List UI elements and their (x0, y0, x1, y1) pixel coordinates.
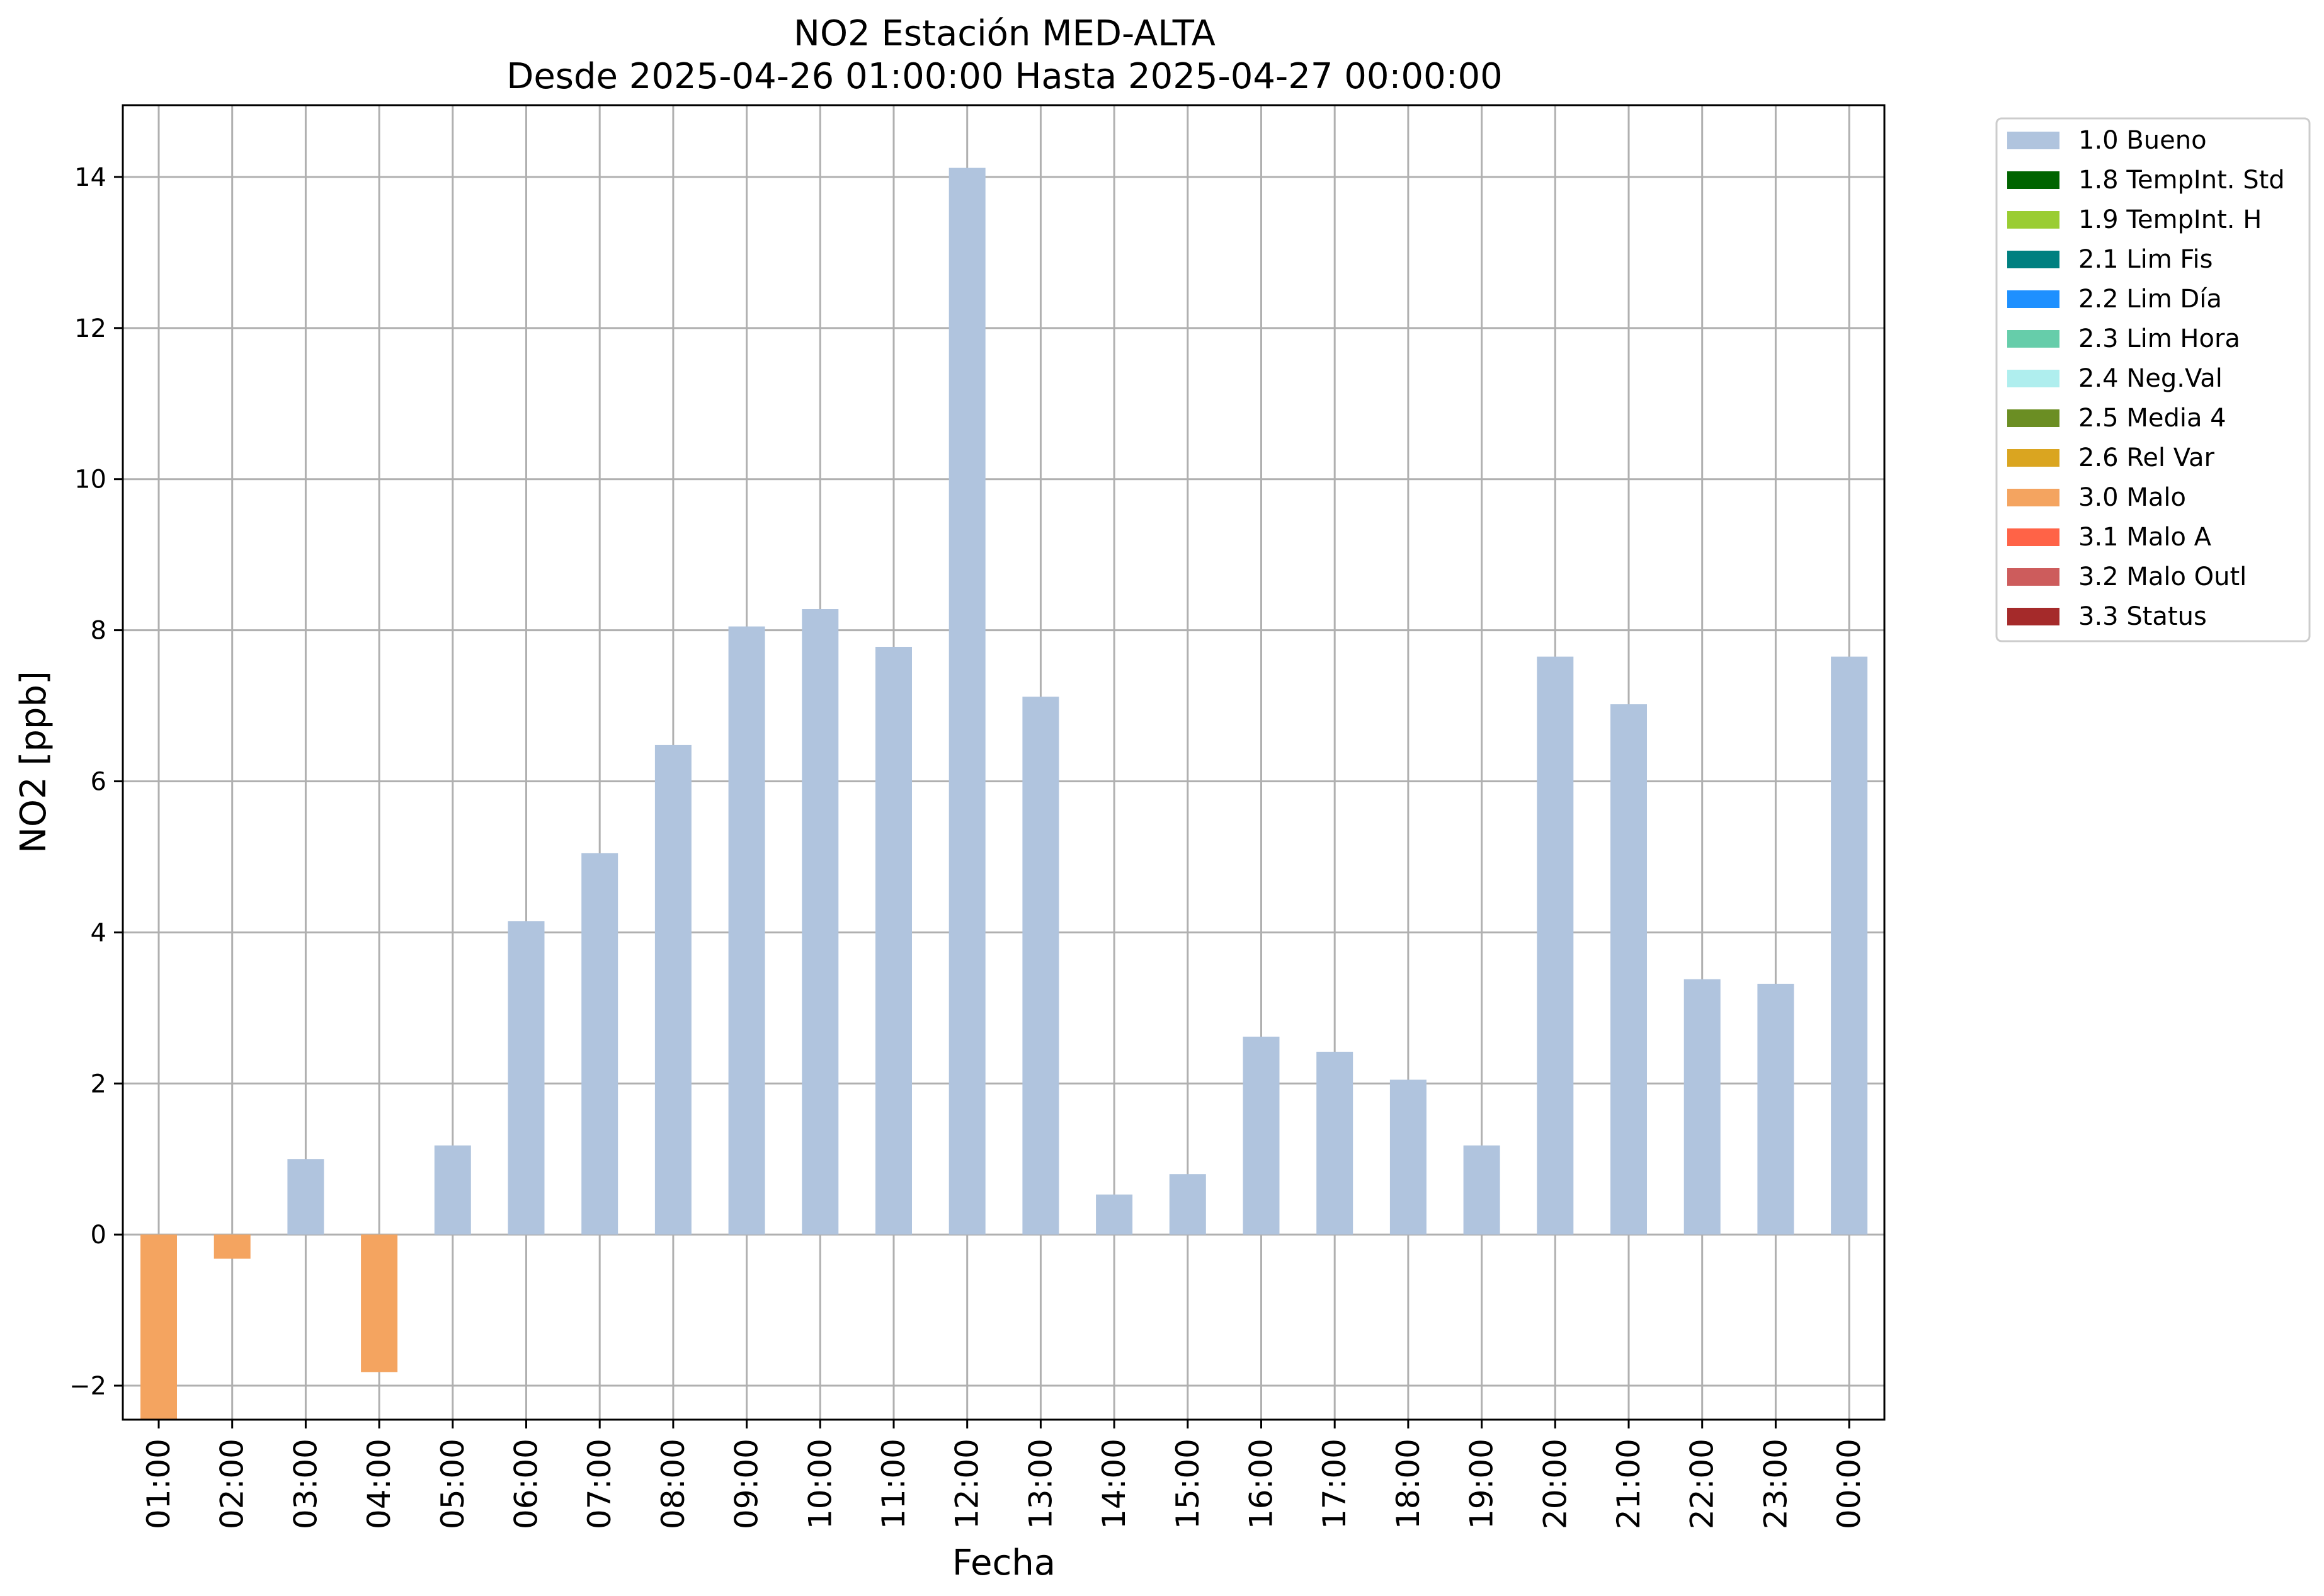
x-tick-label: 08:00 (655, 1439, 692, 1529)
x-tick-label: 18:00 (1390, 1439, 1427, 1529)
bar-0100 (140, 1234, 177, 1420)
bar-1500 (1169, 1174, 1206, 1235)
x-tick-label: 14:00 (1096, 1439, 1132, 1529)
x-tick-label: 23:00 (1757, 1439, 1794, 1529)
legend-label: 3.0 Malo (2078, 483, 2186, 512)
x-tick-label: 01:00 (140, 1439, 177, 1529)
x-tick-label: 19:00 (1464, 1439, 1500, 1529)
legend-swatch (2007, 251, 2059, 268)
x-tick-label: 02:00 (214, 1439, 251, 1529)
bar-2300 (1757, 983, 1794, 1235)
y-tick-label: 0 (91, 1221, 106, 1250)
bar-1100 (875, 646, 912, 1235)
legend-label: 2.5 Media 4 (2078, 404, 2226, 433)
bar-2100 (1610, 704, 1647, 1235)
bar-2000 (1537, 656, 1574, 1235)
bar-1300 (1022, 697, 1059, 1235)
chart-title: NO2 Estación MED-ALTA (794, 13, 1216, 54)
legend-swatch (2007, 568, 2059, 586)
bar-0300 (287, 1159, 324, 1235)
x-tick-label: 17:00 (1316, 1439, 1353, 1529)
legend-swatch (2007, 211, 2059, 229)
legend-label: 1.0 Bueno (2078, 126, 2207, 155)
y-axis-ticks: −2 0 2 4 6 8 10 12 14 (69, 163, 123, 1401)
x-tick-label: 11:00 (875, 1439, 912, 1529)
legend-swatch (2007, 330, 2059, 348)
legend-label: 2.2 Lim Día (2078, 285, 2222, 314)
legend-label: 2.1 Lim Fis (2078, 245, 2213, 274)
legend-label: 2.6 Rel Var (2078, 443, 2215, 472)
legend-label: 3.1 Malo A (2078, 523, 2212, 552)
bar-1800 (1389, 1080, 1427, 1235)
legend-swatch (2007, 370, 2059, 387)
x-tick-label: 20:00 (1537, 1439, 1573, 1529)
y-tick-label: 14 (74, 163, 106, 192)
x-tick-label: 04:00 (361, 1439, 397, 1529)
y-tick-label: 2 (91, 1069, 106, 1098)
legend-swatch (2007, 132, 2059, 149)
bar-1700 (1316, 1051, 1353, 1235)
x-axis-label: Fecha (952, 1542, 1056, 1583)
legend-label: 2.3 Lim Hora (2078, 324, 2240, 353)
bar-0400 (361, 1234, 398, 1372)
legend-swatch (2007, 171, 2059, 189)
bar-0500 (434, 1145, 471, 1235)
x-tick-label: 03:00 (287, 1439, 324, 1529)
bar-0000 (1831, 656, 1868, 1235)
bar-0800 (654, 744, 692, 1235)
x-tick-label: 10:00 (802, 1439, 838, 1529)
y-tick-label: 6 (91, 767, 106, 796)
legend-label: 2.4 Neg.Val (2078, 364, 2223, 393)
y-tick-label: 10 (74, 465, 106, 494)
bar-1000 (802, 609, 839, 1235)
legend-label: 1.9 TempInt. H (2078, 205, 2262, 234)
x-tick-label: 07:00 (581, 1439, 618, 1529)
y-tick-label: 8 (91, 617, 106, 646)
bars-group (140, 168, 1868, 1420)
bar-0600 (508, 921, 545, 1235)
bar-1900 (1463, 1145, 1500, 1235)
x-tick-label: 06:00 (508, 1439, 545, 1529)
bar-1600 (1243, 1036, 1280, 1235)
bar-1400 (1096, 1194, 1133, 1235)
legend-swatch (2007, 608, 2059, 625)
chart-subtitle: Desde 2025-04-26 01:00:00 Hasta 2025-04-… (506, 56, 1503, 97)
x-tick-label: 13:00 (1022, 1439, 1059, 1529)
legend-swatch (2007, 449, 2059, 467)
legend-swatch (2007, 290, 2059, 308)
y-axis-label: NO2 [ppb] (13, 671, 54, 853)
bar-0900 (728, 626, 765, 1235)
legend-swatch (2007, 489, 2059, 506)
legend-label: 3.2 Malo Outl (2078, 562, 2247, 591)
bar-1200 (948, 168, 986, 1235)
x-tick-label: 21:00 (1610, 1439, 1647, 1529)
x-tick-label: 12:00 (949, 1439, 986, 1529)
x-axis-ticks: 01:00 02:00 03:00 04:00 05:00 06:00 07:00 08:00… (140, 1420, 1867, 1529)
y-tick-label: −2 (69, 1372, 106, 1401)
x-tick-label: 22:00 (1684, 1439, 1721, 1529)
x-tick-label: 00:00 (1831, 1439, 1867, 1529)
legend-swatch (2007, 409, 2059, 427)
bar-2200 (1683, 979, 1721, 1235)
legend: 1.0 Bueno 1.8 TempInt. Std 1.9 TempInt. H 2… (1995, 117, 2311, 642)
legend-label: 3.3 Status (2078, 602, 2207, 631)
legend-label: 1.8 TempInt. Std (2078, 166, 2285, 195)
x-tick-label: 16:00 (1243, 1439, 1280, 1529)
x-tick-label: 09:00 (729, 1439, 765, 1529)
x-tick-label: 05:00 (435, 1439, 471, 1529)
bar-0700 (581, 853, 618, 1235)
bar-0200 (214, 1234, 251, 1259)
legend-frame (1995, 117, 2311, 642)
legend-swatch (2007, 528, 2059, 546)
y-tick-label: 4 (91, 918, 106, 947)
y-tick-label: 12 (74, 314, 106, 343)
plot-frame (122, 104, 1886, 1421)
x-tick-label: 15:00 (1170, 1439, 1206, 1529)
